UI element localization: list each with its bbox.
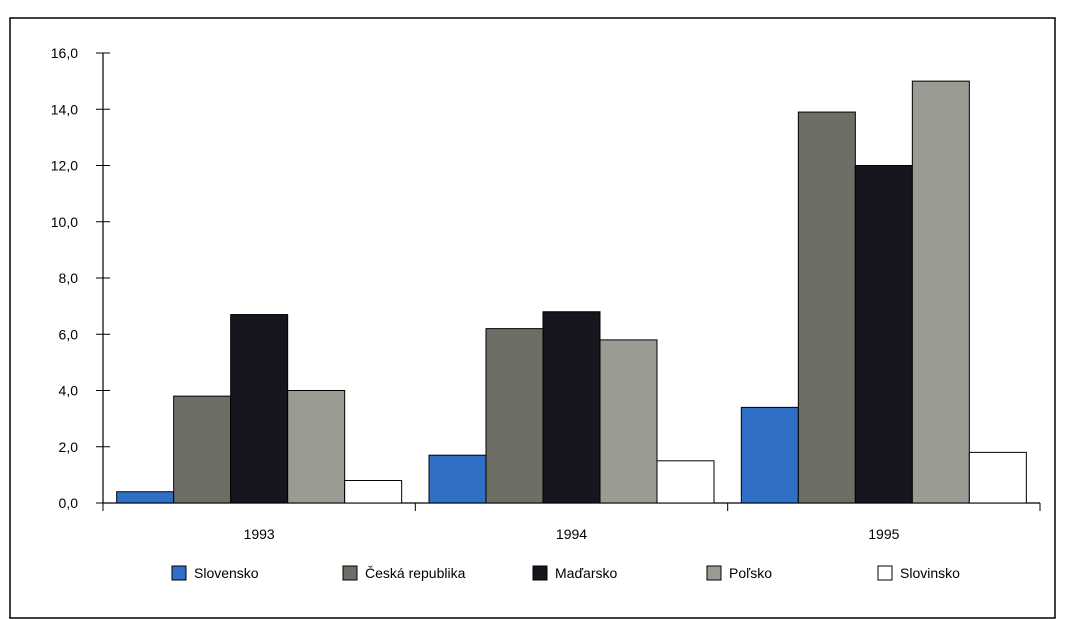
- legend: Slovensko Česká republika Maďarsko Poľsko Sl…: [171, 565, 960, 581]
- legend-label: Poľsko: [729, 565, 772, 581]
- bar: [428, 454, 487, 504]
- plot-area: 0,0 2,0 4,0 6,0 8,0 10,0 12,0 14,0 16,0 1993 1994 1…: [51, 45, 1041, 542]
- bar: [740, 406, 799, 504]
- y-tick-label: 10,0: [51, 214, 78, 230]
- y-tick-label: 16,0: [51, 45, 78, 61]
- x-category-label: 1994: [556, 526, 587, 542]
- bar: [344, 480, 403, 504]
- y-tick-label: 14,0: [51, 101, 78, 117]
- y-tick-label: 12,0: [51, 158, 78, 174]
- y-tick-label: 0,0: [59, 495, 79, 511]
- bar: [968, 451, 1027, 504]
- bar: [173, 395, 232, 504]
- y-tick-label: 2,0: [59, 439, 79, 455]
- legend-swatch: [171, 565, 187, 581]
- bar: [911, 80, 970, 504]
- bar: [599, 339, 658, 504]
- legend-label: Maďarsko: [555, 565, 618, 581]
- bar: [287, 390, 346, 504]
- bar: [485, 328, 544, 504]
- bar: [230, 314, 289, 504]
- y-tick-label: 6,0: [59, 326, 79, 342]
- y-tick-label: 4,0: [59, 383, 79, 399]
- bar: [656, 460, 715, 504]
- bar: [797, 111, 856, 504]
- bar: [116, 491, 175, 504]
- legend-swatch: [706, 565, 722, 581]
- legend-label: Slovensko: [194, 565, 259, 581]
- bar: [854, 165, 913, 504]
- legend-swatch: [342, 565, 358, 581]
- x-category-label: 1993: [244, 526, 275, 542]
- x-category-label: 1995: [868, 526, 899, 542]
- bar: [542, 311, 601, 504]
- legend-swatch: [532, 565, 548, 581]
- legend-label: Slovinsko: [900, 565, 960, 581]
- legend-label: Česká republika: [365, 565, 466, 581]
- legend-swatch: [877, 565, 893, 581]
- y-tick-label: 8,0: [59, 270, 79, 286]
